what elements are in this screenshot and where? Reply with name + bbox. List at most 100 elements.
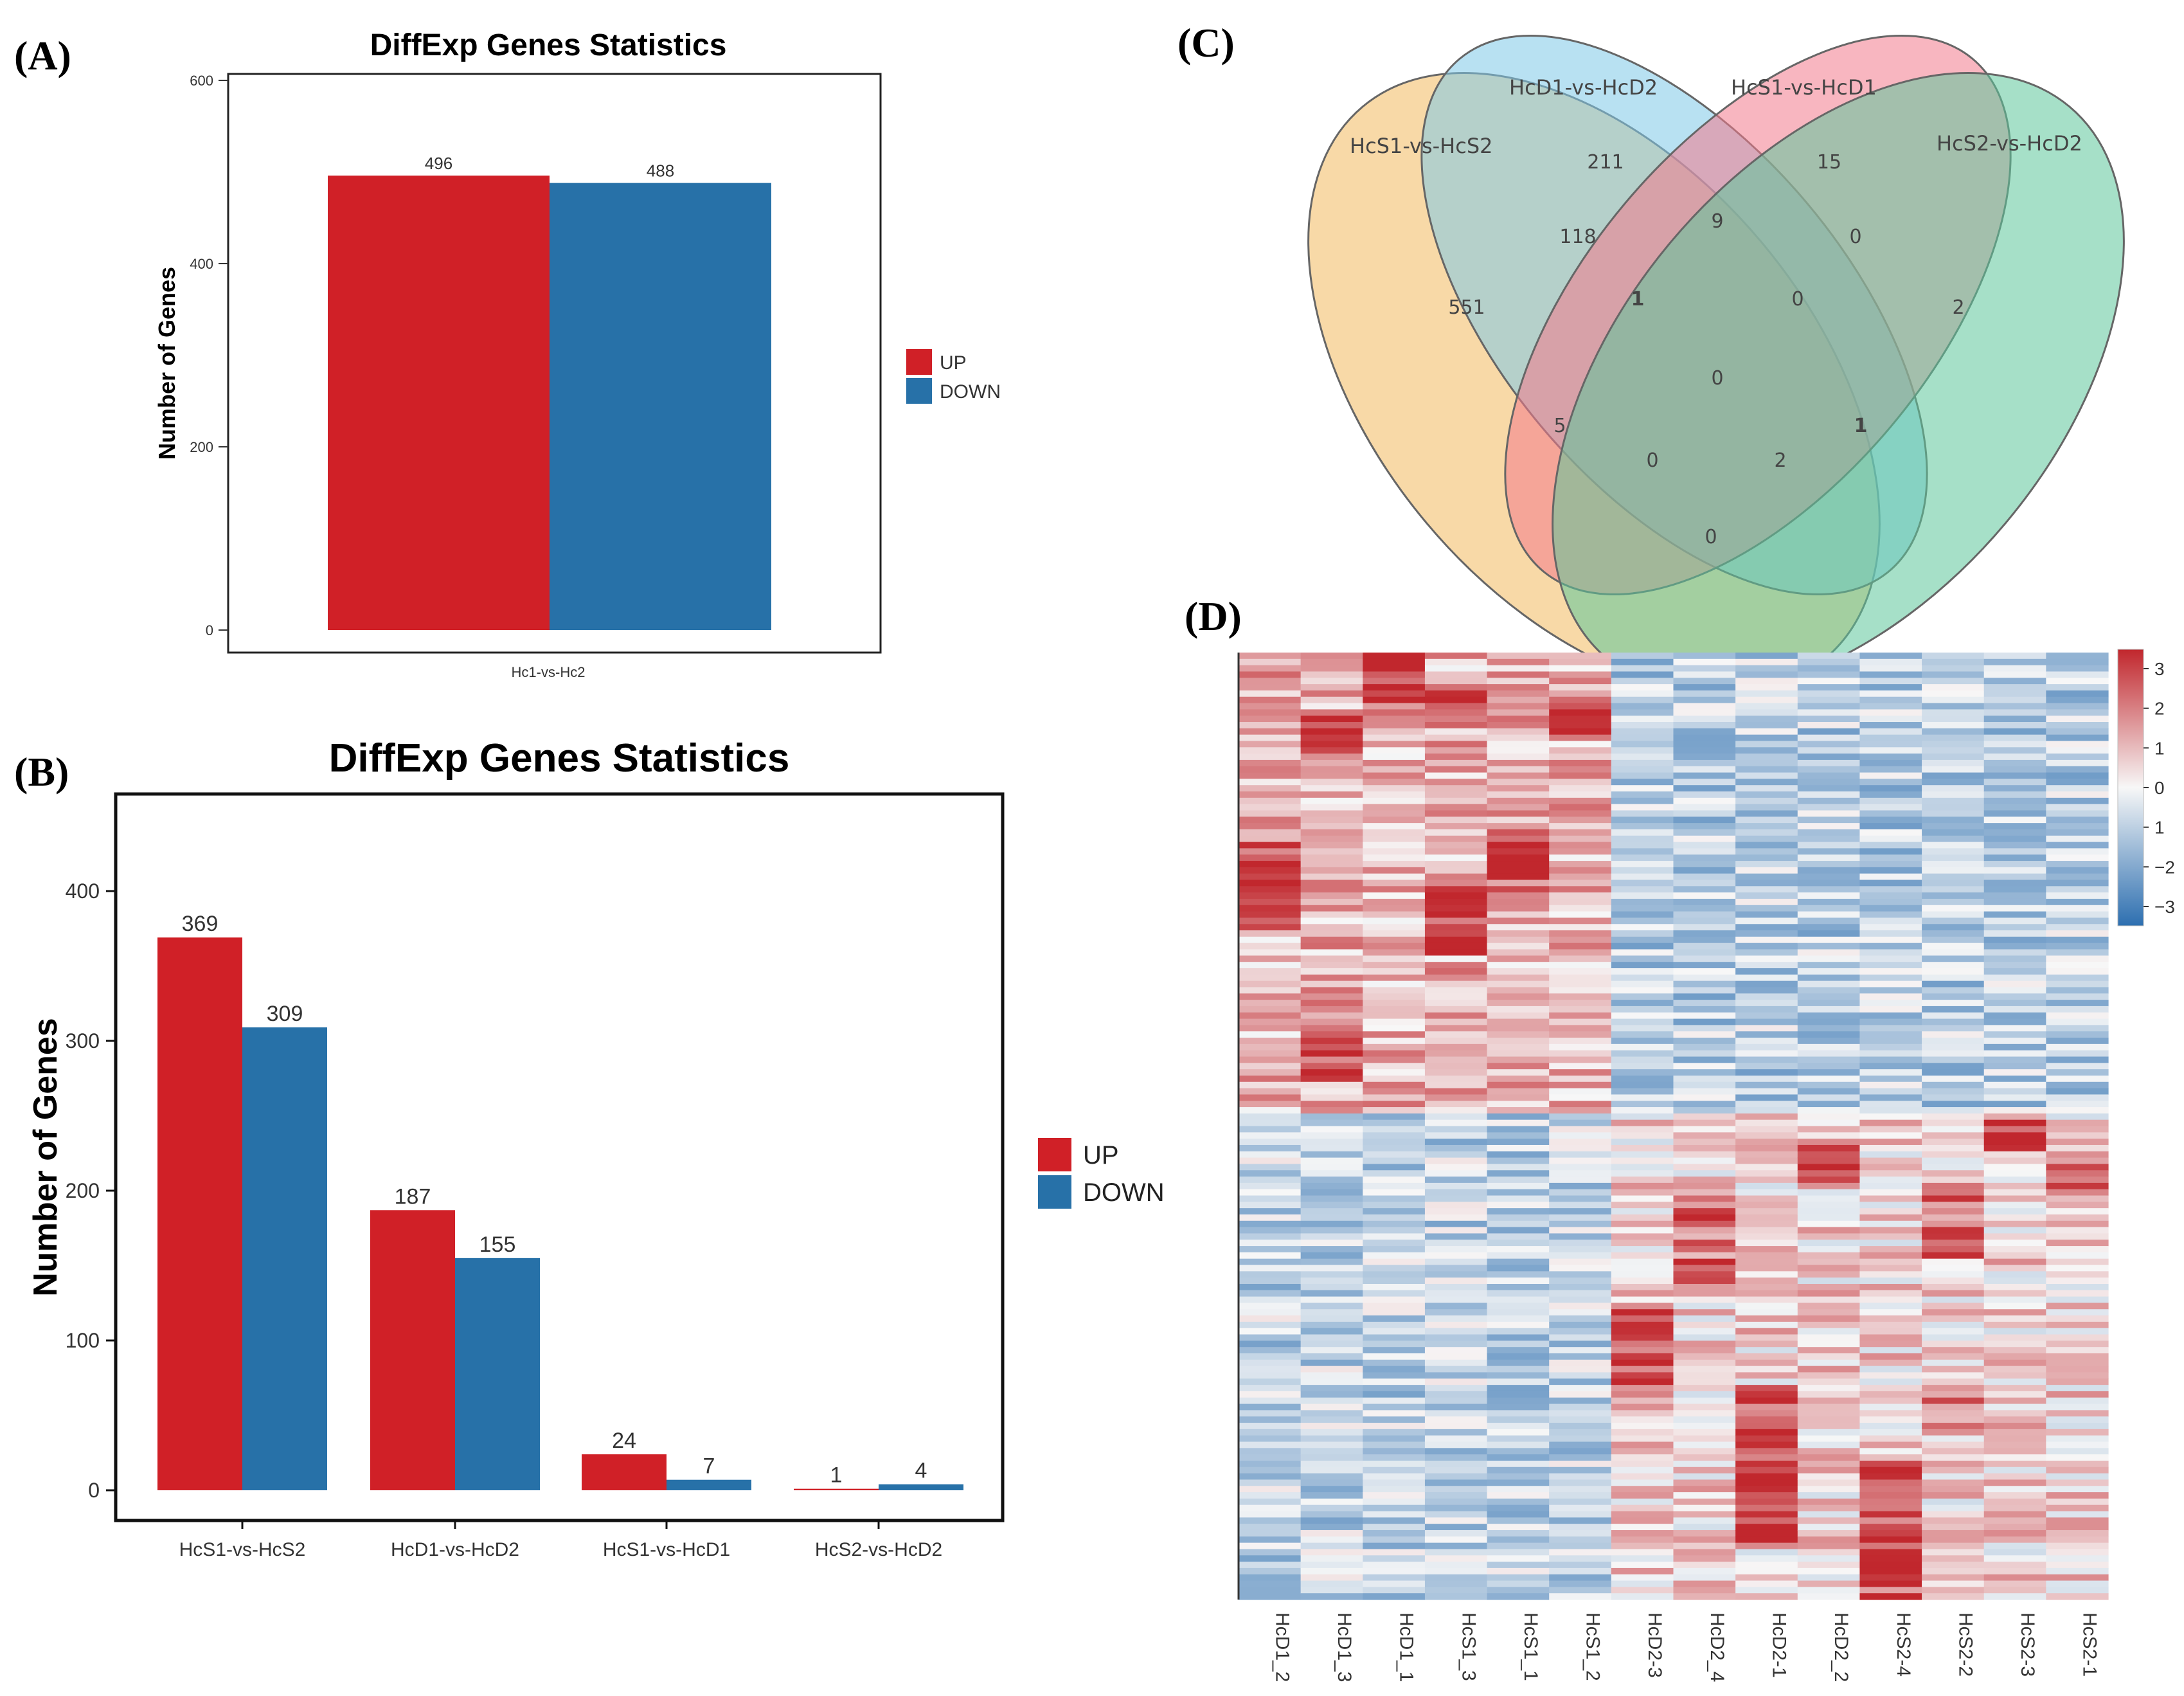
- heatmap-cell: [2046, 1473, 2109, 1481]
- heatmap-cell: [1549, 684, 1612, 691]
- heatmap-cell: [1735, 1240, 1798, 1247]
- heatmap-cell: [1300, 665, 1363, 672]
- heatmap-cell: [2046, 898, 2109, 906]
- heatmap-cell: [1983, 690, 2046, 698]
- heatmap-cell: [1549, 1101, 1612, 1108]
- heatmap-cell: [1735, 854, 1798, 862]
- heatmap-cell: [1300, 1385, 1363, 1392]
- heatmap-cell: [2046, 690, 2109, 698]
- heatmap-cell: [1797, 1075, 1861, 1083]
- heatmap-cell: [1363, 1151, 1426, 1159]
- heatmap-cell: [1797, 1025, 1861, 1032]
- heatmap-cell: [2046, 1227, 2109, 1234]
- chart-b-legend-down-label: DOWN: [1083, 1178, 1165, 1207]
- heatmap-cell: [1239, 1315, 1302, 1322]
- heatmap-cell: [1859, 1524, 1922, 1531]
- heatmap-cell: [1673, 1580, 1736, 1587]
- heatmap-cell: [1300, 709, 1363, 716]
- heatmap-cell: [1239, 905, 1302, 912]
- heatmap-cell: [1797, 968, 1861, 975]
- heatmap-cell: [1983, 1347, 2046, 1354]
- heatmap-cell: [1487, 753, 1550, 761]
- heatmap-cell: [2046, 1334, 2109, 1341]
- heatmap-cell: [1922, 684, 1985, 691]
- heatmap-cell: [1673, 772, 1736, 779]
- heatmap-cell: [1487, 1511, 1550, 1518]
- heatmap-cell: [1797, 892, 1861, 899]
- heatmap-cell: [1549, 1265, 1612, 1272]
- heatmap-cell: [1300, 1214, 1363, 1222]
- heatmap-cell: [1983, 892, 2046, 899]
- heatmap-cell: [1797, 1214, 1861, 1222]
- heatmap-cell: [1239, 1303, 1302, 1310]
- heatmap-cell: [1922, 728, 1985, 735]
- heatmap-cell: [2046, 1321, 2109, 1329]
- heatmap-cell: [1487, 924, 1550, 931]
- heatmap-cell: [2046, 1265, 2109, 1272]
- heatmap-cell: [1611, 716, 1674, 723]
- heatmap-cell: [1363, 658, 1426, 666]
- heatmap-cell: [1549, 1290, 1612, 1297]
- heatmap-cell: [1300, 1511, 1363, 1518]
- heatmap-cell: [1300, 993, 1363, 1000]
- heatmap-cell: [1611, 1220, 1674, 1228]
- heatmap-cell: [1239, 1177, 1302, 1184]
- heatmap-cell: [1549, 690, 1612, 698]
- heatmap-cell: [1797, 696, 1861, 704]
- heatmap-cell: [1859, 1126, 1922, 1133]
- heatmap-cell: [1549, 1258, 1612, 1266]
- heatmap-cell: [1797, 1233, 1861, 1240]
- heatmap-cell: [1859, 861, 1922, 868]
- heatmap-cell: [2046, 703, 2109, 710]
- heatmap-cell: [1673, 842, 1736, 849]
- heatmap-cell: [1239, 1063, 1302, 1070]
- heatmap-cell: [1735, 1423, 1798, 1430]
- heatmap-cell: [1735, 880, 1798, 887]
- heatmap-cell: [1983, 1321, 2046, 1329]
- heatmap-cell: [1797, 1258, 1861, 1266]
- venn-count: 2: [1774, 449, 1786, 472]
- heatmap-cell: [1487, 810, 1550, 817]
- heatmap-cell: [1239, 854, 1302, 862]
- heatmap-cell: [1487, 1315, 1550, 1322]
- heatmap-cell: [1363, 1448, 1426, 1455]
- heatmap-cell: [1922, 1202, 1985, 1209]
- heatmap-cell: [1239, 753, 1302, 761]
- heatmap-cell: [1922, 810, 1985, 817]
- heatmap-cell: [1487, 1567, 1550, 1575]
- heatmap-cell: [1424, 716, 1488, 723]
- heatmap-cell: [1673, 1246, 1736, 1253]
- heatmap-cell: [1424, 1359, 1488, 1367]
- heatmap-cell: [1859, 1290, 1922, 1297]
- heatmap-cell: [1487, 842, 1550, 849]
- heatmap-cell: [1735, 772, 1798, 779]
- heatmap-cell: [1300, 1000, 1363, 1007]
- heatmap-cell: [1797, 1359, 1861, 1367]
- heatmap-cell: [1487, 848, 1550, 855]
- heatmap-cell: [1363, 1378, 1426, 1385]
- heatmap-cell: [1983, 1006, 2046, 1013]
- heatmap-cell: [1424, 911, 1488, 919]
- heatmap-cell: [1859, 1334, 1922, 1341]
- heatmap-cell: [1611, 1486, 1674, 1493]
- heatmap-cell: [1300, 1075, 1363, 1083]
- heatmap-cell: [1735, 930, 1798, 937]
- heatmap-cell: [1797, 1479, 1861, 1486]
- heatmap-cell: [1859, 678, 1922, 685]
- heatmap-cell: [1549, 1139, 1612, 1146]
- heatmap-cell: [1922, 1347, 1985, 1354]
- heatmap-cell: [1611, 1397, 1674, 1405]
- heatmap-cell: [1363, 1101, 1426, 1108]
- heatmap-cell: [1363, 1372, 1426, 1379]
- heatmap-cell: [1424, 1296, 1488, 1304]
- heatmap-cell: [1363, 1435, 1426, 1443]
- heatmap-cell: [1983, 1144, 2046, 1152]
- heatmap-cell: [2046, 1031, 2109, 1038]
- heatmap-cell: [2046, 1050, 2109, 1058]
- heatmap-cell: [1922, 1580, 1985, 1587]
- heatmap-cell: [1363, 1441, 1426, 1448]
- heatmap-column-label: HcD2-3: [1644, 1612, 1665, 1678]
- heatmap-cell: [1673, 1126, 1736, 1133]
- heatmap-cell: [1983, 1177, 2046, 1184]
- heatmap-cell: [1859, 1378, 1922, 1385]
